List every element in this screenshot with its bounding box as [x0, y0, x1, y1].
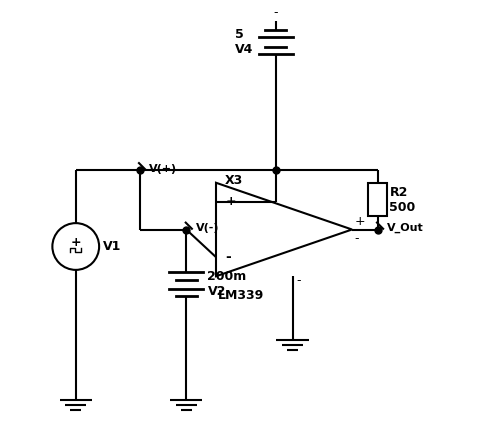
Text: -: -: [226, 250, 231, 264]
Text: -: -: [296, 274, 300, 287]
Text: LM339: LM339: [218, 289, 264, 302]
Text: V_Out: V_Out: [388, 223, 424, 233]
Text: 5
V4: 5 V4: [235, 28, 254, 56]
Text: +: +: [226, 196, 236, 208]
Text: R2
500: R2 500: [390, 186, 415, 214]
Text: +: +: [354, 215, 365, 228]
Text: X3: X3: [224, 174, 243, 187]
Text: +: +: [70, 236, 81, 249]
Text: V1: V1: [104, 240, 122, 253]
Text: 200m
V2: 200m V2: [208, 270, 247, 298]
Text: -: -: [274, 6, 278, 19]
Text: V(-): V(-): [196, 223, 220, 233]
Text: V(+): V(+): [150, 164, 178, 174]
Text: -: -: [354, 232, 358, 245]
Bar: [368, 184, 387, 216]
